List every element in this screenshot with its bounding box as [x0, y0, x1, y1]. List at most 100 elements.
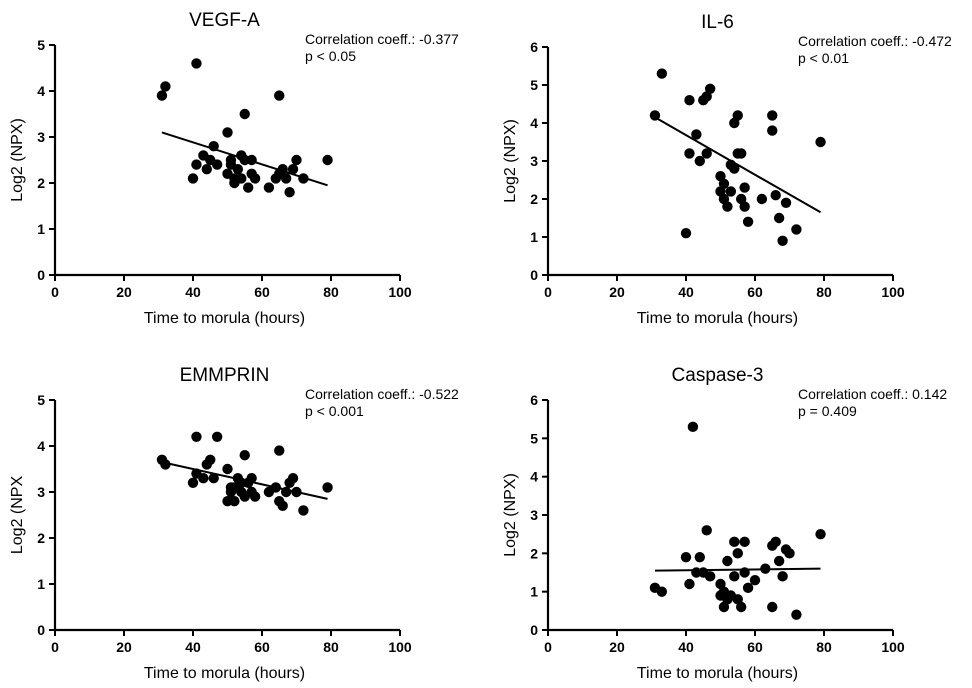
y-tick-label: 1 — [530, 584, 538, 600]
data-point — [791, 224, 802, 235]
data-point — [756, 193, 768, 205]
data-point — [298, 505, 309, 516]
y-tick-label: 1 — [37, 576, 45, 592]
data-point — [191, 159, 202, 170]
data-point — [725, 186, 737, 197]
data-point — [739, 201, 750, 212]
data-point — [191, 431, 202, 442]
data-point — [729, 536, 740, 548]
data-point — [249, 491, 261, 502]
x-tick-label: 80 — [323, 639, 339, 655]
data-point — [322, 154, 333, 166]
data-point — [773, 212, 785, 224]
annotation: p = 0.409 — [798, 403, 857, 419]
x-tick-label: 40 — [185, 284, 201, 300]
data-point — [742, 216, 754, 227]
chart-title: IL-6 — [701, 12, 734, 33]
data-point — [684, 95, 695, 106]
y-tick-label: 2 — [530, 545, 538, 561]
data-point — [243, 182, 254, 193]
data-point — [694, 551, 705, 563]
data-point — [791, 609, 802, 620]
y-tick-label: 0 — [37, 622, 45, 638]
x-tick-label: 40 — [185, 639, 201, 655]
x-axis-label: Time to morula (hours) — [144, 310, 305, 327]
y-tick-label: 3 — [530, 153, 538, 169]
data-point — [770, 190, 781, 201]
y-tick-label: 5 — [37, 392, 45, 408]
data-point — [291, 154, 302, 166]
data-point — [718, 178, 730, 189]
x-tick-label: 100 — [881, 284, 905, 300]
data-point — [656, 586, 668, 597]
data-point — [784, 548, 795, 559]
annotation: Correlation coeff.: -0.522 — [305, 386, 459, 402]
chart-title: VEGF-A — [189, 10, 260, 31]
data-point — [815, 528, 826, 540]
data-point — [680, 551, 692, 563]
annotation: p < 0.001 — [305, 403, 364, 419]
data-point — [767, 125, 778, 136]
data-point — [701, 525, 712, 536]
annotation: p < 0.05 — [305, 48, 356, 64]
data-point — [656, 68, 668, 79]
y-tick-label: 4 — [37, 438, 45, 454]
data-point — [722, 555, 733, 567]
data-point — [160, 81, 171, 92]
trendline — [161, 461, 328, 500]
data-point — [187, 173, 199, 184]
x-tick-label: 60 — [254, 639, 270, 655]
data-point — [691, 129, 702, 140]
x-tick-label: 40 — [678, 639, 694, 655]
data-point — [739, 536, 750, 548]
data-point — [274, 90, 285, 101]
x-tick-label: 0 — [544, 639, 552, 655]
data-point — [191, 58, 202, 69]
x-tick-label: 80 — [816, 639, 832, 655]
data-point — [732, 548, 743, 559]
x-tick-label: 20 — [116, 639, 132, 655]
data-point — [211, 431, 223, 442]
y-axis-label: Log2 (NPX) — [502, 473, 519, 557]
data-point — [236, 173, 247, 184]
y-tick-label: 6 — [530, 39, 538, 55]
data-point — [777, 571, 788, 582]
y-tick-label: 0 — [530, 267, 538, 283]
data-point — [722, 201, 733, 212]
data-point — [739, 182, 750, 193]
x-tick-label: 80 — [323, 284, 339, 300]
x-axis-label: Time to morula (hours) — [637, 665, 798, 682]
annotation: p < 0.01 — [798, 50, 849, 66]
data-point — [239, 450, 250, 461]
y-axis-label: Log2 (NPX — [9, 476, 26, 555]
x-tick-label: 0 — [51, 639, 59, 655]
y-tick-label: 0 — [37, 267, 45, 283]
x-tick-label: 100 — [881, 639, 905, 655]
data-point — [287, 164, 299, 175]
x-tick-label: 20 — [609, 284, 625, 300]
y-tick-label: 2 — [37, 175, 45, 191]
data-point — [767, 110, 778, 121]
y-axis-label: Log2 (NPX) — [9, 118, 26, 202]
data-point — [684, 578, 695, 590]
data-point — [322, 482, 333, 493]
y-tick-label: 3 — [37, 484, 45, 500]
data-point — [274, 445, 285, 456]
data-point — [222, 463, 233, 475]
x-tick-label: 80 — [816, 284, 832, 300]
data-point — [736, 601, 747, 613]
data-point — [249, 173, 261, 184]
x-tick-label: 60 — [747, 639, 763, 655]
data-point — [704, 571, 716, 582]
data-point — [211, 159, 223, 170]
chart-title: EMMPRIN — [180, 365, 270, 386]
chart-title: Caspase-3 — [672, 365, 764, 386]
x-tick-label: 0 — [51, 284, 59, 300]
x-tick-label: 60 — [254, 284, 270, 300]
data-point — [749, 574, 761, 586]
data-point — [225, 154, 237, 166]
data-point — [729, 571, 740, 582]
data-point — [277, 500, 288, 511]
